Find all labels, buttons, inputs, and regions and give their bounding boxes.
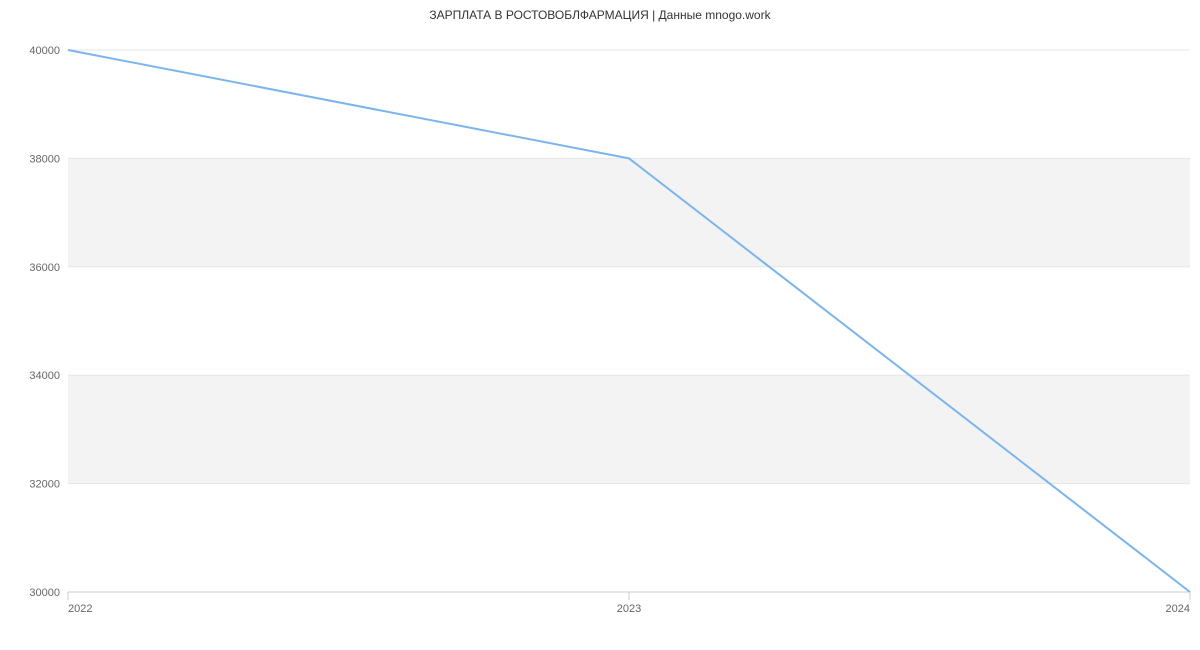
y-tick-label: 32000 [29, 479, 60, 491]
x-tick-label: 2022 [68, 603, 92, 615]
y-tick-label: 38000 [29, 153, 60, 165]
chart-svg: 30000 32000 34000 36000 38000 40000 2022 2023 20… [0, 0, 1200, 650]
series-line [68, 50, 1190, 592]
x-tick-label: 2024 [1166, 603, 1190, 615]
plot-band [68, 158, 1190, 266]
salary-line-chart: ЗАРПЛАТА В РОСТОВОБЛФАРМАЦИЯ | Данные mn… [0, 0, 1200, 650]
plot-band [68, 375, 1190, 483]
y-tick-label: 30000 [29, 587, 60, 599]
y-tick-label: 34000 [29, 370, 60, 382]
x-tick-label: 2023 [617, 603, 641, 615]
y-tick-label: 40000 [29, 45, 60, 57]
y-tick-label: 36000 [29, 262, 60, 274]
